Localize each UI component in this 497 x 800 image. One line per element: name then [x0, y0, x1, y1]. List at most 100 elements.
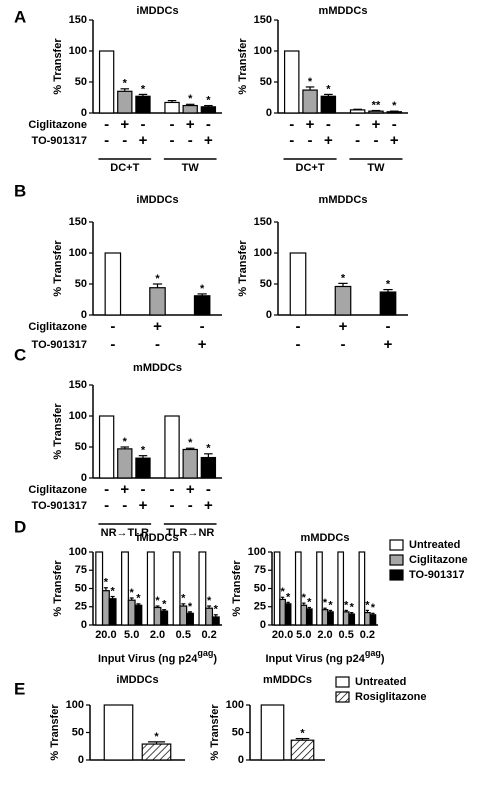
y-tick-label: 100: [254, 247, 272, 259]
y-axis-label: % Transfer: [231, 560, 243, 617]
x-axis-label: Input Virus (ng p24gag): [98, 648, 217, 665]
bar: [283, 50, 300, 114]
legend-swatch: [389, 554, 404, 566]
legend-swatch: [389, 569, 404, 581]
y-tick-label: 100: [254, 45, 272, 57]
bar: [358, 551, 366, 626]
bar: [279, 598, 286, 626]
significance: *: [123, 78, 128, 90]
chart-title: iMDDCs: [136, 5, 178, 17]
y-tick-label: 150: [69, 379, 87, 391]
error-bar: [280, 596, 285, 600]
error-bar: [152, 283, 163, 288]
panel-letter: D: [14, 517, 26, 536]
x-label-end: ): [381, 653, 385, 665]
y-tick-label: 0: [266, 107, 272, 119]
treatment-sign: -: [170, 497, 175, 514]
treatment-label: TO-901317: [32, 339, 87, 351]
y-tick-label: 100: [69, 410, 87, 422]
error-bar: [213, 614, 218, 617]
bar: [337, 551, 345, 626]
significance: *: [341, 272, 346, 284]
legend-swatch: [335, 691, 350, 703]
treatment-sign: -: [188, 132, 193, 149]
treatment-label: Ciglitazone: [28, 484, 87, 496]
bar: [104, 252, 122, 316]
x-tick-label: 5.0: [296, 629, 311, 641]
significance: *: [130, 587, 135, 599]
y-tick-label: 150: [254, 14, 272, 26]
bar: [95, 551, 104, 626]
y-axis-label: % Transfer: [237, 240, 249, 297]
treatment-sign: -: [206, 116, 211, 133]
bar: [211, 616, 220, 626]
treatment-sign: -: [140, 481, 145, 498]
group-label: TW: [182, 162, 200, 174]
y-axis-label: % Transfer: [49, 704, 61, 761]
treatment-label: TO-901317: [32, 500, 87, 512]
treatment-sign: -: [326, 116, 331, 133]
bar: [103, 704, 134, 761]
treatment-sign: -: [170, 116, 175, 133]
y-tick-label: 100: [69, 45, 87, 57]
error-bar: [147, 741, 166, 745]
treatment-sign: -: [122, 497, 127, 514]
error-bar: [383, 288, 393, 293]
y-tick-label: 100: [66, 699, 84, 711]
y-tick-label: 50: [260, 278, 272, 290]
error-bar: [302, 602, 306, 606]
error-bar: [338, 282, 348, 287]
error-bar: [138, 93, 148, 97]
treatment-sign: -: [308, 132, 313, 149]
y-tick-label: 50: [232, 726, 244, 738]
significance: *: [200, 283, 205, 295]
significance: *: [188, 601, 193, 613]
x-label-sup: gag: [197, 648, 213, 658]
bar: [364, 611, 371, 626]
treatment-sign: -: [170, 481, 175, 498]
treatment-sign: -: [289, 132, 294, 149]
panel-letter: E: [14, 679, 25, 698]
bar: [135, 457, 151, 479]
treatment-sign: -: [289, 116, 294, 133]
legend-label: Rosiglitazone: [355, 691, 427, 703]
significance: *: [181, 593, 186, 605]
significance: **: [372, 99, 381, 111]
group-label: DC+T: [110, 162, 139, 174]
y-tick-label: 100: [226, 699, 244, 711]
chart-title: iMDDCs: [116, 674, 158, 686]
treatment-sign: +: [186, 481, 195, 498]
bar: [342, 611, 350, 626]
significance: *: [155, 273, 160, 285]
group-label: DC+T: [296, 162, 325, 174]
treatment-sign: -: [110, 336, 115, 353]
y-tick-label: 150: [69, 216, 87, 228]
significance: *: [136, 593, 141, 605]
treatment-sign: -: [341, 336, 346, 353]
significance: *: [286, 591, 291, 603]
chart-title: iMDDCs: [136, 194, 178, 206]
y-axis-label: % Transfer: [209, 704, 221, 761]
significance: *: [206, 94, 211, 106]
error-bar: [307, 606, 311, 609]
y-tick-label: 0: [81, 309, 87, 321]
bar: [182, 104, 198, 114]
error-bar: [204, 453, 213, 458]
treatment-sign: +: [324, 132, 333, 149]
significance: *: [141, 83, 146, 95]
panel-letter: C: [14, 345, 26, 364]
bar: [160, 610, 169, 626]
x-tick-label: 2.0: [150, 629, 165, 641]
treatment-sign: +: [120, 116, 129, 133]
treatment-sign: -: [110, 318, 115, 335]
error-bar: [185, 447, 195, 450]
treatment-sign: +: [139, 132, 148, 149]
bar: [205, 607, 214, 626]
error-bar: [187, 611, 193, 614]
y-tick-label: 50: [75, 76, 87, 88]
bar: [121, 551, 129, 626]
significance: *: [302, 592, 307, 604]
treatment-sign: +: [120, 481, 129, 498]
bar: [117, 90, 133, 114]
significance: *: [188, 93, 193, 105]
